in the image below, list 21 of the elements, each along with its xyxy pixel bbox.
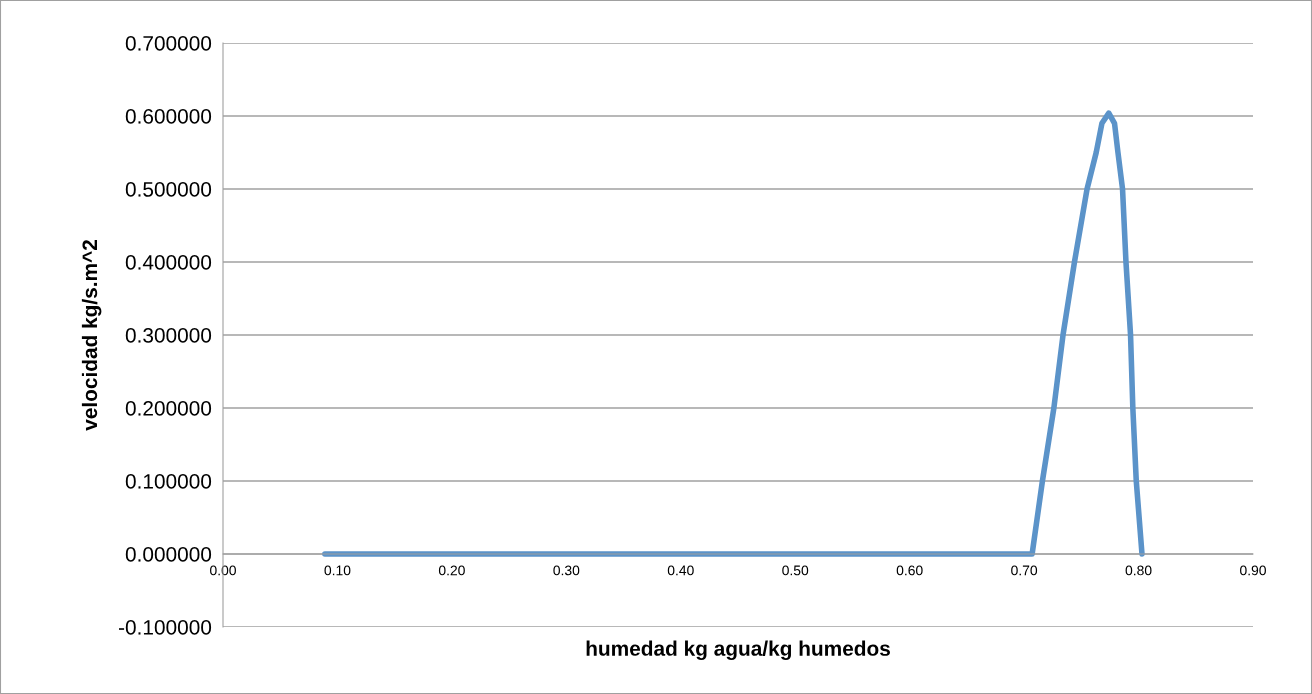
y-tick-label: -0.100000 [118, 620, 212, 635]
x-tick-label: 0.20 [438, 565, 465, 576]
y-tick-label: 0.600000 [125, 109, 212, 124]
x-tick-label: 0.80 [1125, 565, 1152, 576]
y-tick-label: 0.700000 [125, 36, 212, 51]
y-tick-label: 0.000000 [125, 547, 212, 562]
x-tick-label: 0.00 [210, 565, 236, 576]
x-tick-label: 0.30 [553, 565, 580, 576]
y-tick-label: 0.100000 [125, 474, 212, 489]
y-tick-label: 0.400000 [125, 255, 212, 270]
x-tick-label: 0.70 [1011, 565, 1038, 576]
y-axis-title: velocidad kg/s.m^2 [81, 240, 102, 431]
x-axis-title: humedad kg agua/kg humedos [586, 640, 890, 661]
x-tick-label: 0.50 [782, 565, 809, 576]
y-tick-label: 0.200000 [125, 401, 212, 416]
x-tick-label: 0.40 [667, 565, 694, 576]
x-tick-label: 0.90 [1240, 565, 1266, 576]
x-tick-label: 0.60 [896, 565, 923, 576]
y-tick-label: 0.500000 [125, 182, 212, 197]
y-tick-label: 0.300000 [125, 328, 212, 343]
x-tick-label: 0.10 [324, 565, 351, 576]
